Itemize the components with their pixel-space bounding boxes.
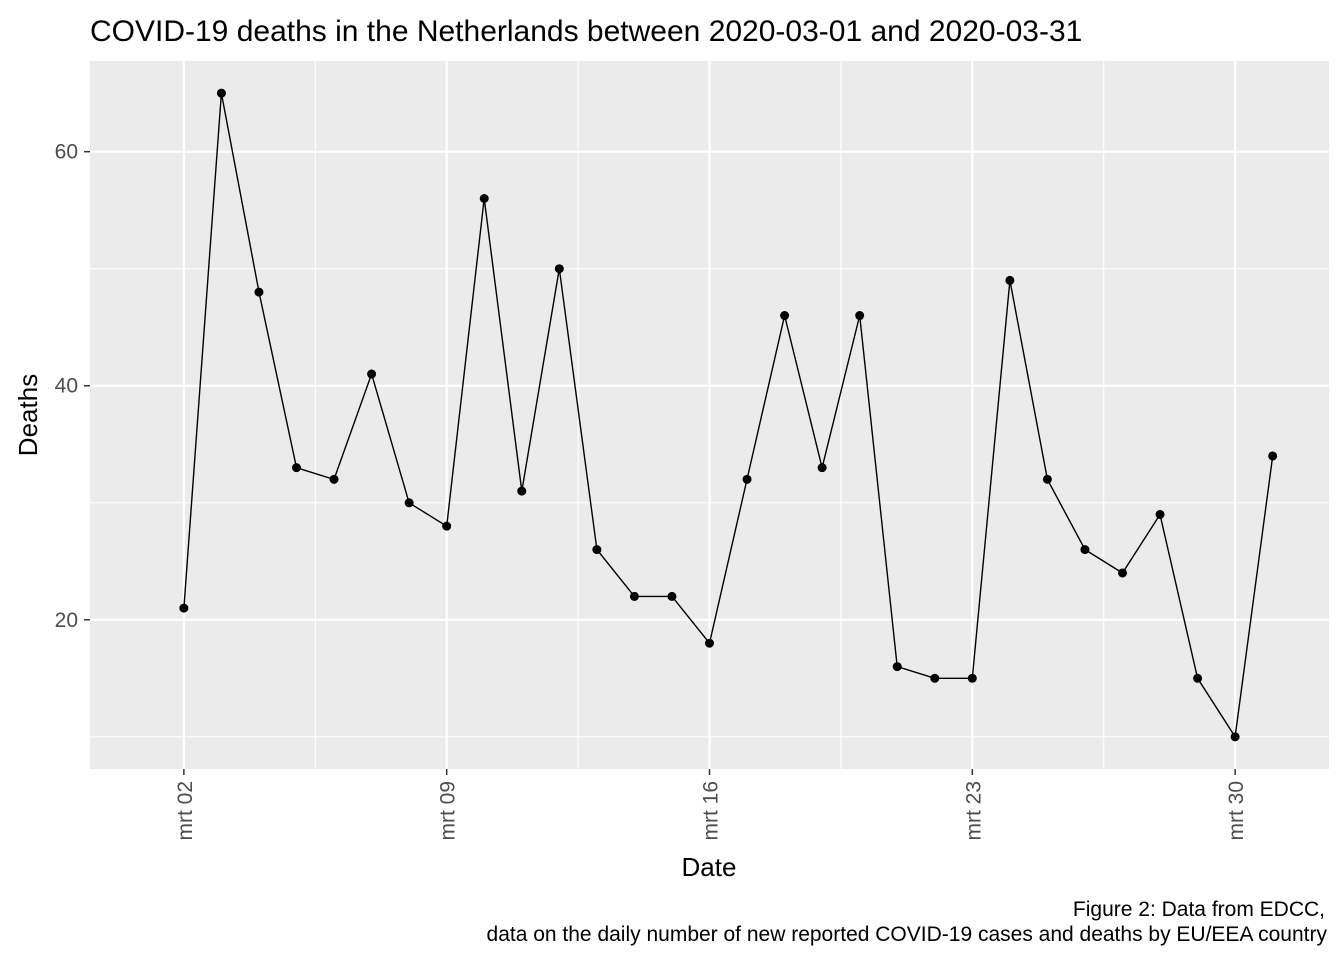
data-point	[780, 311, 790, 321]
x-axis-title: Date	[682, 852, 737, 882]
y-tick-label: 60	[55, 141, 78, 164]
data-point	[254, 287, 264, 297]
chart-title: COVID-19 deaths in the Netherlands betwe…	[90, 15, 1082, 48]
data-point	[1230, 732, 1240, 742]
x-axis: mrt 02 mrt 09 mrt 16 mrt 23 mrt 30	[174, 769, 1248, 841]
data-point	[817, 463, 827, 473]
y-axis: 20 40 60	[55, 141, 90, 632]
x-tick-label: mrt 09	[437, 781, 460, 841]
data-point	[216, 88, 226, 98]
data-point	[1268, 451, 1278, 461]
data-point	[892, 662, 902, 672]
data-point	[742, 474, 752, 484]
data-point	[517, 486, 527, 496]
y-tick-label: 40	[55, 375, 78, 398]
data-point	[179, 603, 189, 613]
data-point	[367, 369, 377, 379]
data-point	[855, 311, 865, 321]
data-point	[1005, 275, 1015, 285]
data-point	[1042, 474, 1052, 484]
data-point	[667, 591, 677, 601]
data-point	[554, 264, 564, 274]
data-point	[1193, 673, 1203, 683]
deaths-data-points	[179, 88, 1278, 742]
caption-line-2: data on the daily number of new reported…	[487, 923, 1328, 946]
data-point	[705, 638, 714, 648]
x-tick-label: mrt 30	[1225, 781, 1248, 841]
minor-x-gridlines	[314, 61, 1105, 769]
data-point	[1080, 545, 1090, 555]
deaths-series-line	[183, 93, 1274, 739]
x-tick-label: mrt 16	[700, 781, 723, 841]
data-point	[629, 591, 639, 601]
data-point	[592, 545, 602, 555]
data-point	[442, 521, 452, 531]
x-tick-label: mrt 23	[962, 781, 985, 841]
data-point	[479, 194, 489, 204]
caption-line-1: Figure 2: Data from EDCC,	[1073, 898, 1325, 921]
data-point	[404, 498, 414, 508]
data-point	[930, 673, 940, 683]
major-x-gridlines	[182, 61, 1237, 769]
data-point	[967, 673, 977, 683]
data-point	[1118, 568, 1127, 578]
y-tick-label: 20	[55, 609, 78, 632]
y-axis-title: Deaths	[13, 374, 43, 456]
data-point	[292, 463, 301, 473]
x-tick-label: mrt 02	[174, 781, 197, 841]
data-point	[329, 474, 339, 484]
data-point	[1155, 509, 1165, 519]
